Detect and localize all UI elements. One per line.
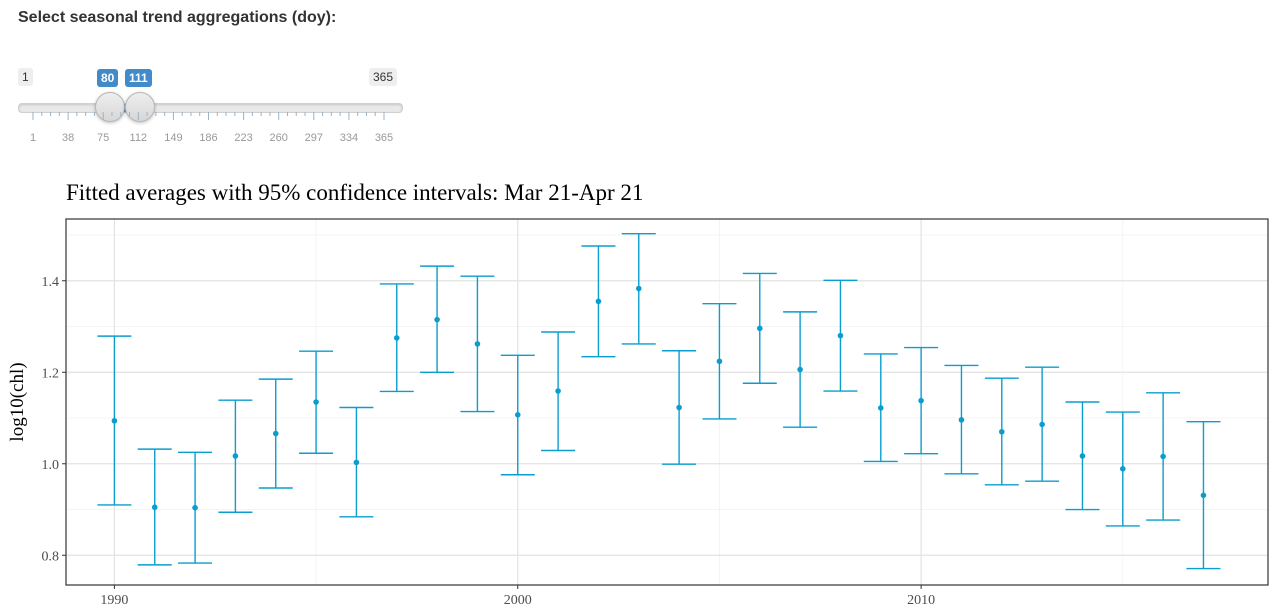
slider-max-label: 365 xyxy=(369,68,398,86)
y-axis-title: log10(chl) xyxy=(7,362,28,441)
plot-border xyxy=(65,218,1269,586)
error-bar xyxy=(944,364,979,475)
error-bar xyxy=(1025,366,1060,482)
slider-to-value: 111 xyxy=(125,69,152,87)
mean-point xyxy=(635,285,642,292)
error-bar xyxy=(1146,392,1181,521)
error-bar xyxy=(1186,420,1221,570)
y-tick-label: 1.0 xyxy=(42,458,60,473)
chart-title: Fitted averages with 95% confidence inte… xyxy=(66,180,644,205)
error-bar xyxy=(904,346,939,455)
mean-point xyxy=(756,325,763,332)
mean-point xyxy=(353,459,360,466)
y-tick-label: 1.2 xyxy=(42,366,60,381)
mean-point xyxy=(313,399,319,405)
error-bar xyxy=(702,302,737,420)
mean-point xyxy=(474,341,481,347)
mean-point xyxy=(998,428,1005,435)
slider-from-handle[interactable] xyxy=(95,92,126,122)
slider-tick-label: 260 xyxy=(270,132,288,144)
mean-point xyxy=(232,453,239,459)
y-tick-label: 1.4 xyxy=(42,275,60,290)
error-bar xyxy=(742,272,777,384)
slider-tick-label: 149 xyxy=(164,132,182,144)
mean-point xyxy=(676,404,682,411)
error-bar xyxy=(621,232,656,345)
mean-point xyxy=(555,388,561,394)
slider-tick-label: 75 xyxy=(97,132,109,144)
mean-point xyxy=(797,366,803,373)
mean-point xyxy=(151,504,158,511)
error-bar xyxy=(379,283,414,393)
slider-to-handle[interactable] xyxy=(125,92,156,122)
error-bar xyxy=(299,350,334,454)
mean-point xyxy=(837,332,844,339)
doy-range-slider: Select seasonal trend aggregations (doy)… xyxy=(18,0,408,150)
error-bar xyxy=(339,406,374,518)
slider-tick-scale: 1 38 75 112 149 186 223 260 297 334 365 xyxy=(30,112,393,144)
error-bar xyxy=(783,311,818,428)
mean-point xyxy=(111,417,118,424)
mean-point xyxy=(1079,453,1086,459)
slider-label: Select seasonal trend aggregations (doy)… xyxy=(18,9,337,26)
error-bar xyxy=(1105,411,1140,527)
mean-point xyxy=(595,298,602,305)
slider-from-value: 80 xyxy=(97,69,119,87)
slider-tick-label: 186 xyxy=(199,132,217,144)
errorbar-chart: 0.8 1.0 1.2 1.4 1990 2000 2010 log10(chl) xyxy=(7,218,1269,608)
error-bar xyxy=(258,378,293,489)
slider-min-label: 1 xyxy=(18,68,33,86)
error-bar xyxy=(178,451,213,564)
slider-tick-label: 112 xyxy=(130,132,148,144)
x-tick-label: 1990 xyxy=(100,593,128,608)
mean-point xyxy=(877,405,884,411)
error-bar xyxy=(137,448,172,566)
mean-point xyxy=(434,316,440,323)
slider-tick-label: 223 xyxy=(234,132,252,144)
slider-tick-label: 297 xyxy=(305,132,323,144)
error-bar xyxy=(823,279,858,392)
slider-tick-label: 334 xyxy=(340,132,358,144)
mean-point xyxy=(192,504,198,511)
mean-point xyxy=(1119,465,1126,472)
error-bar xyxy=(1065,401,1100,511)
mean-point xyxy=(514,412,521,418)
error-bar xyxy=(541,331,576,452)
error-bar xyxy=(581,245,616,358)
slider-tick-label: 365 xyxy=(375,132,393,144)
slider-tick-label: 38 xyxy=(62,132,74,144)
error-bar xyxy=(218,399,253,513)
x-tick-label: 2010 xyxy=(907,593,935,608)
mean-point xyxy=(918,397,924,404)
error-bar xyxy=(97,335,132,506)
y-tick-label: 0.8 xyxy=(42,549,60,564)
mean-point xyxy=(1039,421,1045,428)
error-bar xyxy=(420,265,455,373)
error-bar xyxy=(984,377,1019,486)
mean-point xyxy=(393,335,400,341)
mean-point xyxy=(1160,453,1166,460)
error-bar xyxy=(662,350,697,465)
error-bar xyxy=(500,354,535,476)
slider-tick-label: 1 xyxy=(30,132,36,144)
error-bar xyxy=(460,275,495,413)
mean-point xyxy=(958,417,965,423)
mean-point xyxy=(272,430,279,437)
error-bar xyxy=(863,353,898,463)
mean-point xyxy=(1200,492,1207,499)
x-tick-label: 2000 xyxy=(504,593,532,608)
mean-point xyxy=(716,358,723,365)
